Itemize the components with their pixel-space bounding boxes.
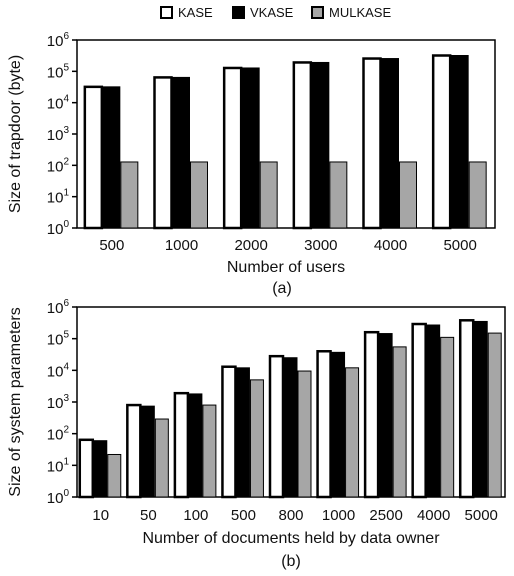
- y-axis-label: Size of trapdoor (byte): [7, 55, 24, 213]
- bar-mulkase-800: [297, 370, 312, 498]
- bar-kase-100: [173, 391, 190, 499]
- legend-label-mulkase: MULKASE: [329, 5, 391, 20]
- bar-vkase-4000: [381, 58, 399, 229]
- y-tick-label: 102: [47, 425, 70, 444]
- chart-panel-b: 100 101 102 103 104 105 106 10 50 100 500 800 1000 25…: [7, 298, 506, 570]
- bar-mulkase-2000: [259, 161, 278, 229]
- bar-vkase-3000: [311, 61, 330, 229]
- bar-kase-4000: [411, 322, 427, 499]
- y-tick-label: 106: [47, 31, 70, 50]
- y-tick-label: 103: [47, 393, 70, 412]
- panel-label: (b): [281, 553, 301, 570]
- bar-vkase-10: [93, 440, 108, 498]
- x-tick-label: 800: [278, 507, 303, 524]
- x-tick-label: 5000: [443, 237, 476, 254]
- y-tick-label: 105: [47, 62, 70, 81]
- bar-mulkase-4000: [440, 336, 455, 498]
- x-axis-label: Number of users: [227, 259, 345, 276]
- bar-mulkase-1000: [190, 161, 208, 229]
- x-tick-label: 1000: [322, 507, 355, 524]
- y-axis-label: Size of system parameters: [7, 307, 24, 496]
- x-tick-label: 4000: [374, 237, 407, 254]
- bar-vkase-2000: [241, 67, 260, 229]
- y-tick-label: 104: [47, 361, 70, 380]
- y-tick-label: 101: [47, 456, 70, 475]
- chart-panel-a: 100 101 102 103 104 105 106 500 1000 2000 3000 4000…: [7, 31, 496, 297]
- bar-vkase-100: [188, 393, 203, 498]
- legend-label-vkase: VKASE: [250, 5, 294, 20]
- bar-vkase-4000: [426, 324, 441, 498]
- bar-kase-3000: [292, 61, 313, 230]
- x-axis-label: Number of documents held by data owner: [142, 530, 440, 547]
- y-tick-label: 102: [47, 156, 70, 175]
- bar-kase-2500: [363, 330, 380, 499]
- x-tick-label: 100: [183, 507, 208, 524]
- bar-mulkase-1000: [345, 367, 360, 498]
- y-tick-label: 105: [47, 330, 70, 349]
- bar-mulkase-100: [202, 404, 217, 498]
- y-tick-label: 100: [47, 219, 70, 238]
- x-tick-label: 2500: [369, 507, 402, 524]
- bar-kase-4000: [362, 57, 382, 230]
- legend: KASE VKASE MULKASE: [160, 5, 391, 20]
- legend-swatch-mulkase: [311, 6, 324, 19]
- y-tick-label: 100: [47, 488, 70, 507]
- bar-vkase-5000: [450, 55, 469, 229]
- y-tick-label: 106: [47, 298, 70, 317]
- bar-kase-50: [126, 403, 142, 499]
- bar-kase-800: [268, 354, 285, 499]
- bar-mulkase-2500: [392, 346, 407, 498]
- bar-vkase-500: [102, 86, 121, 229]
- x-tick-label: 3000: [304, 237, 337, 254]
- bar-kase-500: [221, 365, 237, 499]
- bar-vkase-500: [235, 367, 250, 498]
- bar-kase-500: [83, 85, 104, 230]
- legend-label-kase: KASE: [178, 5, 213, 20]
- bar-mulkase-10: [107, 453, 122, 498]
- bar-vkase-5000: [473, 320, 488, 498]
- bar-kase-10: [78, 438, 95, 499]
- bar-kase-1000: [316, 350, 332, 499]
- bar-mulkase-5000: [468, 161, 487, 229]
- bar-kase-5000: [458, 319, 475, 499]
- y-tick-label: 101: [47, 188, 70, 207]
- x-tick-label: 50: [140, 507, 157, 524]
- x-tick-label: 10: [92, 507, 109, 524]
- bar-kase-5000: [431, 54, 452, 230]
- y-tick-label: 104: [47, 94, 70, 113]
- x-tick-label: 4000: [417, 507, 450, 524]
- bar-mulkase-500: [249, 379, 264, 498]
- bar-mulkase-5000: [487, 332, 502, 498]
- x-tick-label: 2000: [234, 237, 267, 254]
- bar-kase-2000: [222, 66, 243, 230]
- bar-mulkase-500: [120, 161, 139, 229]
- legend-swatch-kase: [160, 6, 173, 19]
- bar-mulkase-3000: [329, 161, 348, 229]
- x-tick-label: 5000: [465, 507, 498, 524]
- bar-vkase-2500: [378, 333, 393, 498]
- bar-vkase-800: [283, 357, 298, 498]
- panel-label: (a): [272, 280, 292, 297]
- bar-mulkase-4000: [399, 161, 417, 229]
- bar-mulkase-50: [154, 418, 169, 498]
- legend-swatch-vkase: [232, 6, 245, 19]
- bar-kase-1000: [153, 76, 173, 230]
- bar-vkase-1000: [172, 76, 190, 229]
- bar-vkase-50: [140, 405, 155, 498]
- y-tick-label: 103: [47, 125, 70, 144]
- x-tick-label: 500: [99, 237, 124, 254]
- x-tick-label: 500: [231, 507, 256, 524]
- bar-vkase-1000: [331, 351, 346, 498]
- x-tick-label: 1000: [165, 237, 198, 254]
